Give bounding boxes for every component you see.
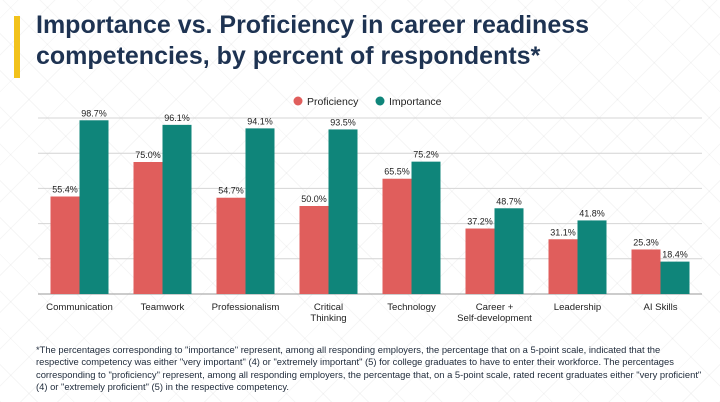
category-label-1: Teamwork (141, 302, 185, 313)
category-label-4: Technology (387, 302, 436, 313)
data-label-proficiency-2: 54.7% (218, 186, 244, 196)
legend-marker-proficiency (293, 96, 303, 106)
bar-importance-3 (328, 129, 358, 294)
bar-proficiency-2 (216, 197, 246, 294)
data-label-importance-0: 98.7% (81, 108, 107, 118)
bar-proficiency-7 (631, 249, 661, 294)
category-label-3-line-1: Thinking (310, 313, 346, 324)
bar-importance-7 (660, 261, 690, 294)
bar-importance-2 (245, 128, 275, 294)
bar-proficiency-1 (133, 162, 163, 294)
category-label-7: AI Skills (643, 302, 677, 313)
data-label-importance-1: 96.1% (164, 113, 190, 123)
category-label-5-line-1: Self-development (457, 313, 532, 324)
data-label-proficiency-5: 37.2% (467, 217, 493, 227)
bar-importance-6 (577, 220, 607, 294)
bar-proficiency-3 (299, 206, 329, 294)
bar-importance-1 (162, 124, 192, 294)
bar-importance-4 (411, 161, 441, 294)
bar-proficiency-0 (50, 196, 80, 294)
data-label-proficiency-0: 55.4% (52, 184, 78, 194)
data-label-proficiency-6: 31.1% (550, 227, 576, 237)
bar-proficiency-4 (382, 178, 412, 294)
category-label-5-line-0: Career + (476, 302, 514, 313)
data-label-importance-2: 94.1% (247, 116, 273, 126)
bar-importance-5 (494, 208, 524, 294)
data-label-importance-7: 18.4% (662, 250, 688, 260)
category-label-0: Communication (46, 302, 113, 313)
data-label-proficiency-7: 25.3% (633, 237, 659, 247)
category-label-6: Leadership (554, 302, 601, 313)
legend-label-proficiency: Proficiency (307, 96, 359, 108)
data-label-importance-5: 48.7% (496, 196, 522, 206)
category-label-3-line-0: Critical (314, 302, 343, 313)
chart-title: Importance vs. Proficiency in career rea… (36, 11, 590, 70)
data-label-importance-4: 75.2% (413, 150, 439, 160)
title-accent-bar (14, 16, 20, 78)
bar-chart: Proficiency Importance 55.4% 98.7% Communica… (38, 96, 702, 324)
legend-label-importance: Importance (389, 96, 442, 108)
data-label-importance-6: 41.8% (579, 208, 605, 218)
data-label-proficiency-4: 65.5% (384, 167, 410, 177)
data-label-importance-3: 93.5% (330, 117, 356, 127)
category-label-2: Professionalism (212, 302, 280, 313)
data-label-proficiency-3: 50.0% (301, 194, 327, 204)
bar-importance-0 (79, 120, 109, 294)
legend-marker-importance (375, 96, 385, 106)
footnote: *The percentages corresponding to "impor… (36, 344, 702, 393)
bar-proficiency-6 (548, 239, 578, 294)
bar-proficiency-5 (465, 228, 495, 294)
data-label-proficiency-1: 75.0% (135, 150, 161, 160)
